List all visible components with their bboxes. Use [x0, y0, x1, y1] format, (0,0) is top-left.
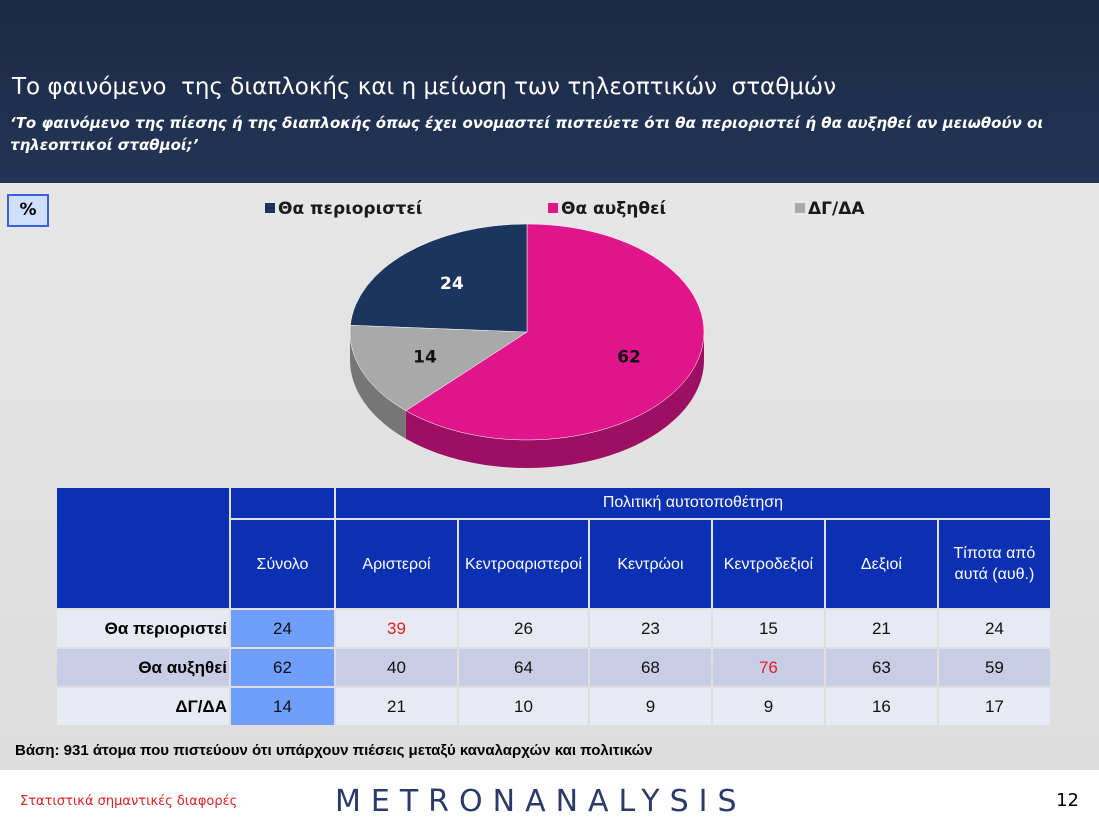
subtitle: ‘Το φαινόμενο της πίεσης ή της διαπλοκής… [10, 114, 1044, 154]
cell: 21 [336, 688, 457, 725]
legend-label: Θα αυξηθεί [561, 199, 666, 219]
column-header: Κεντροαριστεροί [459, 520, 588, 608]
cell: 59 [938, 649, 1050, 686]
table: Πολιτική αυτοτοποθέτηση Σύνολο Αριστεροί Κε… [55, 486, 1052, 727]
row-label: Θα αυξηθεί [57, 649, 229, 686]
data-row: Θα αυξηθεί 62 40 64 68 76 63 59 [57, 649, 1050, 686]
cell: 24 [231, 610, 334, 647]
legend-label: ΔΓ/ΔΑ [808, 199, 865, 219]
value-label: 14 [413, 348, 437, 368]
cell: 26 [459, 610, 588, 647]
cell: 63 [825, 649, 937, 686]
base-note: Βάση: 931 άτομα που πιστεύουν ότι υπάρχο… [15, 742, 653, 759]
legend-swatch [265, 203, 275, 213]
column-header: Κεντρώοι [589, 520, 711, 608]
value-label: 62 [617, 348, 641, 368]
corner [57, 488, 229, 608]
cell: 9 [712, 688, 824, 725]
cell: 9 [589, 688, 711, 725]
column-header: Κεντροδεξιοί [712, 520, 824, 608]
group-header: Πολιτική αυτοτοποθέτηση [336, 488, 1050, 518]
cell: 39 [336, 610, 457, 647]
cell: 24 [938, 610, 1050, 647]
legend-swatch [548, 203, 558, 213]
cell: 15 [712, 610, 824, 647]
title: Το φαινόμενο της διαπλοκής και η μείωση … [12, 74, 837, 100]
row-label: Θα περιοριστεί [57, 610, 229, 647]
row-label: ΔΓ/ΔΑ [57, 688, 229, 725]
cell: 17 [938, 688, 1050, 725]
significance-note: Στατιστικά σημαντικές διαφορές [20, 794, 238, 809]
cell: 14 [231, 688, 334, 725]
header: Το φαινόμενο της διαπλοκής και η μείωση … [0, 0, 1099, 183]
pie-slice [349, 324, 528, 412]
page-number: 12 [1056, 790, 1079, 811]
cell: 76 [712, 649, 824, 686]
logo: METRONANALYSIS [335, 784, 747, 819]
column-header: Σύνολο [231, 520, 334, 608]
pie-slice [350, 223, 528, 333]
cell: 62 [231, 649, 334, 686]
value-label: 24 [440, 274, 464, 294]
cell: 40 [336, 649, 457, 686]
unit-badge: % [7, 194, 49, 227]
footer: Στατιστικά σημαντικές διαφορές METRONANA… [0, 770, 1099, 827]
chart: Θα περιοριστεί Θα αυξηθεί ΔΓ/ΔΑ 62 14 24 [265, 199, 865, 468]
pie-side [350, 332, 406, 439]
cell: 23 [589, 610, 711, 647]
cell: 10 [459, 688, 588, 725]
legend-swatch [795, 203, 805, 213]
data-row: ΔΓ/ΔΑ 14 21 10 9 9 16 17 [57, 688, 1050, 725]
column-header: Τίποτα από αυτά (αυθ.) [938, 520, 1050, 608]
legend-label: Θα περιοριστεί [278, 199, 422, 219]
data-row: Θα περιοριστεί 24 39 26 23 15 21 24 [57, 610, 1050, 647]
header-row: Σύνολο Αριστεροί Κεντροαριστεροί Κεντρώοι Κε… [57, 520, 1050, 608]
header-row: Πολιτική αυτοτοποθέτηση [57, 488, 1050, 608]
cell: 68 [589, 649, 711, 686]
cell: 64 [459, 649, 588, 686]
column-header: Δεξιοί [825, 520, 937, 608]
cell: 21 [825, 610, 937, 647]
column-header: Αριστεροί [336, 520, 457, 608]
pie-side [405, 332, 704, 468]
cell: 16 [825, 688, 937, 725]
pie-slice [405, 223, 705, 441]
blank-header [231, 488, 334, 518]
